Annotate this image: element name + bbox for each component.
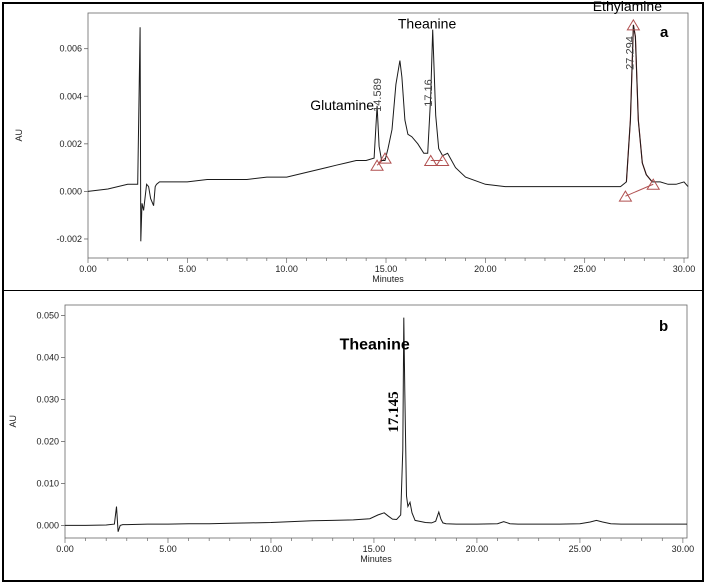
- y-tick-label: 0.010: [36, 478, 59, 488]
- x-tick-label: 25.00: [573, 264, 596, 274]
- y-tick-label: 0.000: [36, 520, 59, 530]
- y-tick-label: 0.002: [59, 139, 82, 149]
- retention-time-label: 17.145: [386, 391, 402, 432]
- panel-a-plot-area: [87, 12, 689, 259]
- x-tick-label: 5.00: [159, 544, 177, 554]
- integration-marker-triangle: [626, 18, 641, 31]
- y-tick-label: 0.030: [36, 394, 59, 404]
- y-tick-label: 0.006: [59, 44, 82, 54]
- panel-a-xlabel: Minutes: [372, 274, 404, 284]
- retention-time-label: 14.589: [372, 78, 384, 112]
- integration-marker-triangle: [378, 152, 392, 164]
- panel-a-label: a: [660, 24, 669, 41]
- integration-marker-triangle: [646, 178, 661, 190]
- x-tick-label: 5.00: [179, 264, 197, 274]
- x-tick-label: 10.00: [275, 264, 298, 274]
- panel-a-chart: -0.002 0.000 0.002 0.004 0.006 0.00 5.00 10.00…: [14, 0, 695, 284]
- retention-time-label: 27.294: [624, 36, 636, 70]
- peak-label: Theanine: [398, 15, 457, 31]
- x-tick-label: 20.00: [474, 264, 497, 274]
- x-tick-label: 0.00: [79, 264, 97, 274]
- integration-marker-triangle: [423, 154, 438, 166]
- x-tick-label: 30.00: [672, 544, 695, 554]
- y-tick-label: 0.004: [59, 91, 82, 101]
- x-tick-label: 25.00: [569, 544, 592, 554]
- integration-marker-triangle: [370, 159, 384, 171]
- panel-b-xlabel: Minutes: [360, 554, 392, 564]
- x-tick-label: 30.00: [673, 264, 696, 274]
- panel-b-chart: 0.000 0.010 0.020 0.030 0.040 0.050 0.00 5.00 1…: [8, 304, 695, 564]
- y-tick-label: 0.000: [59, 186, 82, 196]
- y-tick-label: -0.002: [56, 234, 82, 244]
- x-tick-label: 15.00: [375, 264, 398, 274]
- y-tick-label: 0.040: [36, 352, 59, 362]
- integration-marker-triangle: [618, 190, 633, 202]
- integration-marker-triangle: [435, 154, 450, 166]
- retention-time-label: 17.16: [423, 79, 435, 107]
- y-tick-label: 0.020: [36, 436, 59, 446]
- panel-divider: [4, 290, 704, 291]
- panel-b-plot-area: [64, 304, 688, 539]
- peak-label: Ethylamine: [593, 0, 662, 14]
- panel-b-ylabel: AU: [8, 415, 18, 428]
- panel-a-trace: [87, 24, 689, 242]
- x-tick-label: 10.00: [260, 544, 283, 554]
- x-tick-label: 20.00: [466, 544, 489, 554]
- y-tick-label: 0.050: [36, 310, 59, 320]
- peak-label: Theanine: [340, 337, 410, 354]
- panel-b-trace: [65, 317, 687, 532]
- panel-b-label: b: [659, 318, 668, 335]
- integration-baseline: [376, 157, 386, 166]
- panel-a-ylabel: AU: [14, 129, 24, 142]
- x-tick-label: 15.00: [363, 544, 386, 554]
- x-tick-label: 0.00: [56, 544, 74, 554]
- peak-label: Glutamine: [310, 97, 374, 113]
